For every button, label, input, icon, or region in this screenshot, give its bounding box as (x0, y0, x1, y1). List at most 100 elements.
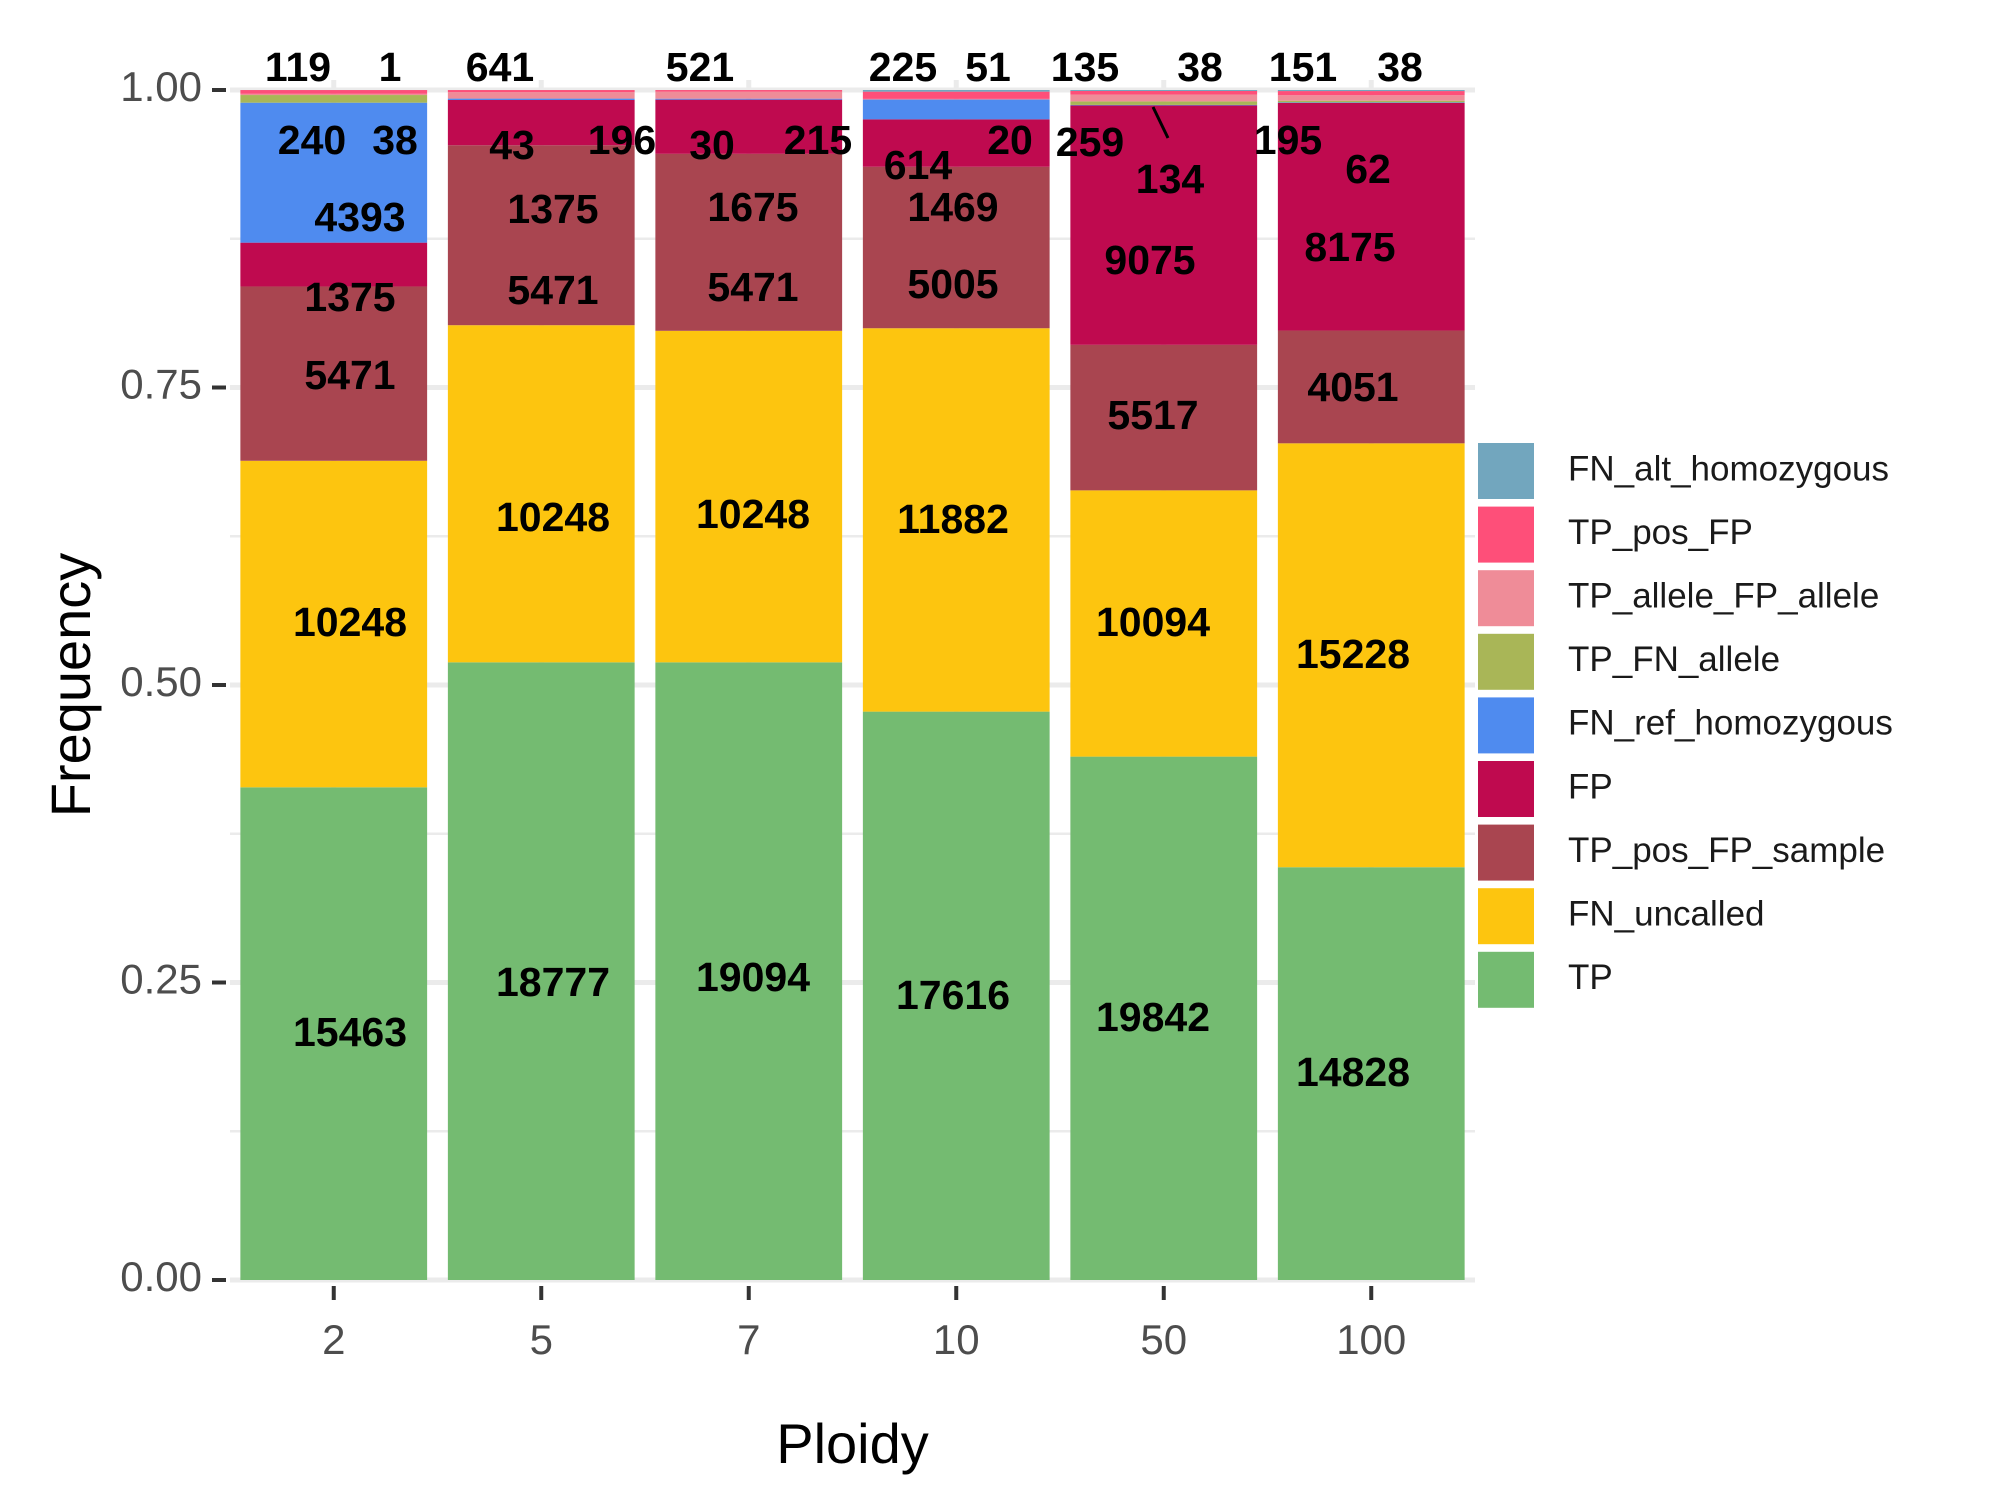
bar-segment (1278, 101, 1465, 103)
bar-value-label: 5471 (304, 352, 395, 398)
bar-value-label: 5517 (1107, 392, 1198, 438)
bar-value-label: 14828 (1296, 1049, 1410, 1095)
bar-segment (1278, 91, 1465, 95)
x-axis-title: Ploidy (776, 1412, 929, 1475)
bar-value-label: 215 (784, 117, 852, 163)
bar-segment (863, 92, 1050, 99)
legend-label: FP (1568, 767, 1613, 806)
bar-value-label: 15228 (1296, 631, 1410, 677)
legend-key (1478, 952, 1534, 1008)
bar-value-label: 151 (1269, 44, 1337, 90)
bar-value-label: 259 (1056, 119, 1124, 165)
legend-key (1478, 634, 1534, 690)
bar-value-label: 20 (987, 117, 1033, 163)
bar-value-label: 641 (466, 44, 534, 90)
legend: FN_alt_homozygous TP_pos_FP TP_allele_FP_a… (1478, 443, 1893, 1008)
bar-value-label: 9075 (1104, 237, 1195, 283)
bar-value-label: 10094 (1096, 599, 1210, 645)
bar-value-label: 18777 (496, 959, 610, 1005)
bar-segment (1070, 90, 1257, 91)
bar-value-label: 38 (372, 117, 418, 163)
y-tick-label: 0.25 (120, 956, 202, 1003)
bar-segment (655, 92, 842, 99)
legend-label: TP_pos_FP_sample (1568, 831, 1885, 870)
legend-label: FN_ref_homozygous (1568, 704, 1893, 743)
bar-segment (448, 92, 635, 98)
legend-label: FN_uncalled (1568, 894, 1765, 933)
bar-value-label: 196 (588, 117, 656, 163)
bar-value-label: 8175 (1304, 224, 1395, 270)
legend-key (1478, 825, 1534, 881)
bar-value-label: 38 (1377, 44, 1423, 90)
x-tick-label: 50 (1140, 1316, 1187, 1363)
bar-segment (448, 99, 635, 100)
y-tick-label: 0.75 (120, 361, 202, 408)
bar-value-label: 10248 (696, 491, 810, 537)
bar-value-label: 43 (489, 122, 535, 168)
legend-label: TP_allele_FP_allele (1568, 576, 1879, 615)
x-tick-label: 2 (322, 1316, 345, 1363)
bar-value-label: 19842 (1096, 994, 1210, 1040)
legend-key (1478, 761, 1534, 817)
bar-value-label: 17616 (896, 972, 1010, 1018)
bar-segment (655, 99, 842, 100)
bar-segment (1070, 101, 1257, 105)
bar-segment (863, 99, 1050, 100)
bar-segment (240, 90, 427, 94)
bar-value-label: 195 (1254, 117, 1322, 163)
bar-value-label: 1675 (707, 184, 798, 230)
bar-value-label: 1469 (907, 184, 998, 230)
legend-label: TP_pos_FP (1568, 513, 1753, 552)
bar-segment (1278, 102, 1465, 103)
bar-value-label: 1375 (304, 274, 395, 320)
bar-value-label: 15463 (293, 1009, 407, 1055)
bar-segment (1278, 90, 1465, 91)
bar-value-label: 240 (278, 117, 346, 163)
bar-segment (1070, 91, 1257, 95)
bar-segment (240, 95, 427, 103)
bar-value-label: 38 (1177, 44, 1223, 90)
y-tick-label: 0.00 (120, 1253, 202, 1300)
y-tick-label: 0.50 (120, 658, 202, 705)
bar-segment (448, 90, 635, 92)
bar-value-label: 30 (689, 122, 735, 168)
legend-key (1478, 570, 1534, 626)
bar-value-label: 62 (1345, 146, 1391, 192)
legend-key (1478, 443, 1534, 499)
bar-segment (240, 94, 427, 95)
legend-key (1478, 888, 1534, 944)
legend-label: TP (1568, 958, 1613, 997)
bar-value-label: 11882 (897, 496, 1009, 542)
legend-label: FN_alt_homozygous (1568, 449, 1889, 488)
x-tick-label: 5 (530, 1316, 553, 1363)
bar-value-label: 4051 (1307, 364, 1398, 410)
bar-value-label: 5471 (507, 267, 598, 313)
bar-value-label: 614 (884, 142, 953, 188)
bar-segment (1070, 95, 1257, 102)
bar-value-label: 51 (965, 44, 1011, 90)
legend-key (1478, 697, 1534, 753)
bar-value-label: 4393 (314, 194, 405, 240)
y-tick-label: 1.00 (120, 63, 202, 110)
bar-value-label: 19094 (696, 954, 810, 1000)
bar-value-label: 225 (869, 44, 937, 90)
x-tick-label: 7 (737, 1316, 760, 1363)
y-axis-title: Frequency (39, 553, 102, 818)
x-tick-label: 10 (933, 1316, 980, 1363)
bar-value-label: 119 (265, 44, 331, 90)
bar-segment (655, 90, 842, 92)
legend-label: TP_FN_allele (1568, 640, 1780, 679)
bar-value-label: 1375 (507, 186, 598, 232)
bar-segment (1278, 95, 1465, 100)
bar-value-label: 134 (1136, 156, 1205, 202)
legend-key (1478, 507, 1534, 563)
bar-value-label: 10248 (496, 494, 610, 540)
x-tick-label: 100 (1336, 1316, 1406, 1363)
bar-value-label: 1 (379, 44, 402, 90)
bar-value-label: 135 (1051, 44, 1119, 90)
bar-segment (863, 90, 1050, 92)
bar-value-label: 10248 (293, 599, 407, 645)
bar-segment (1070, 105, 1257, 106)
